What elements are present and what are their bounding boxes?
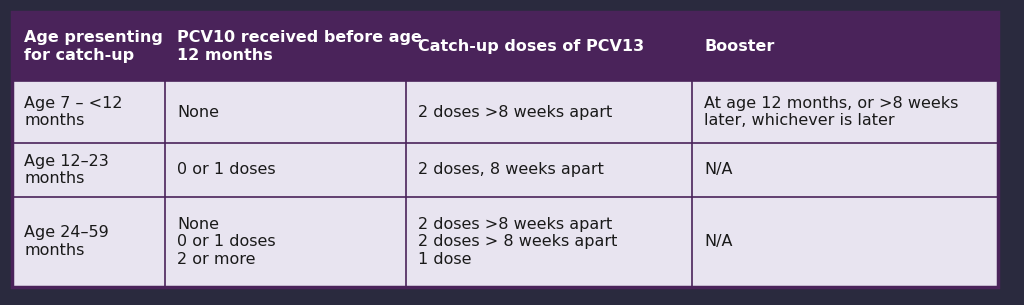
Text: 2 doses >8 weeks apart: 2 doses >8 weeks apart <box>419 105 612 120</box>
Bar <box>12 12 165 81</box>
Bar <box>12 12 997 287</box>
Bar <box>12 197 997 287</box>
Text: At age 12 months, or >8 weeks
later, whichever is later: At age 12 months, or >8 weeks later, whi… <box>705 96 958 128</box>
Bar <box>12 143 997 197</box>
Text: None: None <box>177 105 219 120</box>
Bar <box>12 81 997 143</box>
Text: 2 doses >8 weeks apart
2 doses > 8 weeks apart
1 dose: 2 doses >8 weeks apart 2 doses > 8 weeks… <box>419 217 617 267</box>
Bar <box>692 12 997 81</box>
Bar <box>165 12 407 81</box>
Text: None
0 or 1 doses
2 or more: None 0 or 1 doses 2 or more <box>177 217 275 267</box>
Text: N/A: N/A <box>705 234 733 249</box>
Text: 0 or 1 doses: 0 or 1 doses <box>177 162 275 178</box>
Text: Age 12–23
months: Age 12–23 months <box>25 154 109 186</box>
Text: Catch-up doses of PCV13: Catch-up doses of PCV13 <box>419 39 644 54</box>
Text: 2 doses, 8 weeks apart: 2 doses, 8 weeks apart <box>419 162 604 178</box>
Bar <box>407 12 692 81</box>
Text: Age 7 – <12
months: Age 7 – <12 months <box>25 96 123 128</box>
Text: PCV10 received before age
12 months: PCV10 received before age 12 months <box>177 30 422 63</box>
Text: Age 24–59
months: Age 24–59 months <box>25 225 109 258</box>
Text: Booster: Booster <box>705 39 774 54</box>
Text: Age presenting
for catch-up: Age presenting for catch-up <box>25 30 163 63</box>
Text: N/A: N/A <box>705 162 733 178</box>
